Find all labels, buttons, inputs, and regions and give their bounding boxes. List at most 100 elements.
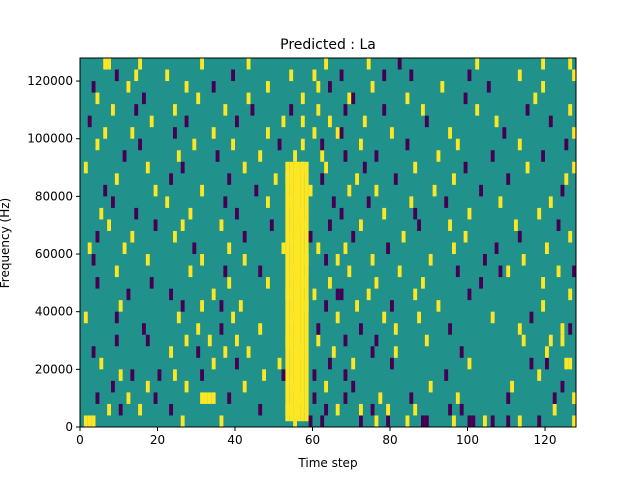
heatmap-cell: [545, 242, 549, 255]
heatmap-cell: [235, 207, 239, 220]
heatmap-cell: [153, 219, 158, 231]
heatmap-cell: [219, 300, 224, 312]
heatmap-cell: [370, 346, 375, 358]
heatmap-cell: [289, 104, 294, 116]
heatmap-cell: [335, 127, 340, 139]
heatmap-cell: [227, 173, 232, 185]
heatmap-cell: [514, 219, 518, 231]
heatmap-cell: [87, 415, 92, 427]
heatmap-cell: [463, 230, 468, 243]
heatmap-cell: [436, 150, 441, 162]
heatmap-cell: [242, 254, 247, 266]
heatmap-cell: [91, 81, 96, 93]
heatmap-cell: [525, 104, 530, 116]
heatmap-cell: [541, 150, 545, 162]
heatmap-cell: [118, 300, 123, 312]
heatmap-cell: [568, 323, 573, 335]
heatmap-cell: [324, 300, 328, 312]
y-tick-label: 0: [65, 420, 73, 434]
heatmap-cell: [254, 184, 259, 197]
heatmap-cell: [405, 92, 410, 105]
heatmap-cell: [448, 127, 452, 139]
heatmap-cell: [467, 415, 472, 427]
heatmap-cell: [355, 173, 359, 185]
heatmap-cell: [312, 392, 317, 404]
heatmap-cell: [545, 357, 549, 370]
heatmap-cell: [548, 115, 553, 128]
heatmap-cell: [413, 403, 418, 416]
heatmap-cell: [138, 403, 142, 416]
heatmap-cell: [339, 69, 344, 82]
heatmap-cell: [467, 288, 472, 301]
heatmap-cell: [572, 69, 576, 82]
heatmap-band-cell: [297, 161, 301, 422]
heatmap-cell: [362, 161, 367, 174]
heatmap-cell: [552, 392, 557, 404]
heatmap-cell: [405, 138, 410, 151]
heatmap-cell: [440, 81, 445, 93]
heatmap-cell: [324, 403, 328, 416]
heatmap-cell: [335, 403, 340, 416]
heatmap-cell: [382, 311, 387, 324]
heatmap-cell: [87, 242, 92, 255]
heatmap-cell: [428, 380, 433, 393]
heatmap-cell: [223, 346, 228, 358]
heatmap-cell: [359, 138, 363, 151]
heatmap-cell: [114, 334, 119, 347]
heatmap-cell: [444, 369, 449, 381]
heatmap-cell: [471, 415, 476, 427]
heatmap-band-cell: [304, 161, 309, 422]
heatmap-cell: [452, 415, 456, 427]
heatmap-cell: [103, 184, 108, 197]
heatmap-cell: [324, 380, 328, 393]
heatmap-cell: [517, 230, 522, 243]
heatmap-cell: [467, 207, 472, 220]
heatmap-cell: [87, 115, 92, 128]
heatmap-cell: [103, 58, 108, 70]
heatmap-cell: [111, 380, 115, 393]
heatmap-cell: [448, 323, 452, 335]
heatmap-cell: [266, 277, 270, 289]
heatmap-cell: [173, 127, 177, 139]
heatmap-cell: [448, 403, 452, 416]
heatmap-cell: [494, 242, 499, 255]
heatmap-cell: [242, 161, 247, 174]
heatmap-cell: [428, 254, 433, 266]
heatmap-cell: [359, 219, 363, 231]
heatmap-cell: [308, 230, 313, 243]
heatmap-cell: [343, 150, 348, 162]
heatmap-cell: [227, 277, 232, 289]
heatmap-cell: [192, 138, 197, 151]
heatmap-cell: [312, 69, 317, 82]
heatmap-cell: [459, 346, 464, 358]
heatmap-cell: [386, 403, 390, 416]
heatmap-cell: [328, 219, 332, 231]
heatmap-cell: [424, 115, 429, 128]
heatmap-cell: [421, 277, 425, 289]
heatmap-cell: [211, 288, 216, 301]
heatmap-cell: [537, 207, 542, 220]
x-tick-label: 40: [227, 433, 242, 447]
heatmap-cell: [285, 403, 290, 416]
heatmap-cell: [556, 219, 561, 231]
heatmap-cell: [200, 58, 204, 70]
x-axis: 0 20 40 60 80 100 120: [76, 427, 556, 447]
y-axis: 0 20000 40000 60000 80000 100000 120000: [27, 74, 80, 434]
heatmap-cell: [130, 369, 135, 381]
heatmap-cell: [142, 323, 146, 335]
heatmap-cell: [231, 69, 235, 82]
heatmap-cell: [145, 254, 150, 266]
heatmap-cell: [312, 288, 317, 301]
heatmap-cell: [351, 230, 356, 243]
heatmap-cell: [359, 415, 363, 427]
heatmap-cell: [289, 230, 294, 243]
heatmap-cell: [374, 150, 379, 162]
heatmap-cell: [262, 369, 266, 381]
heatmap-cell: [300, 161, 305, 174]
heatmap-cell: [351, 92, 356, 105]
heatmap-cell: [118, 369, 123, 381]
heatmap-cell: [293, 311, 297, 324]
chart-title: Predicted : La: [280, 37, 376, 53]
heatmap-cell: [370, 403, 375, 416]
heatmap-cell: [231, 311, 235, 324]
